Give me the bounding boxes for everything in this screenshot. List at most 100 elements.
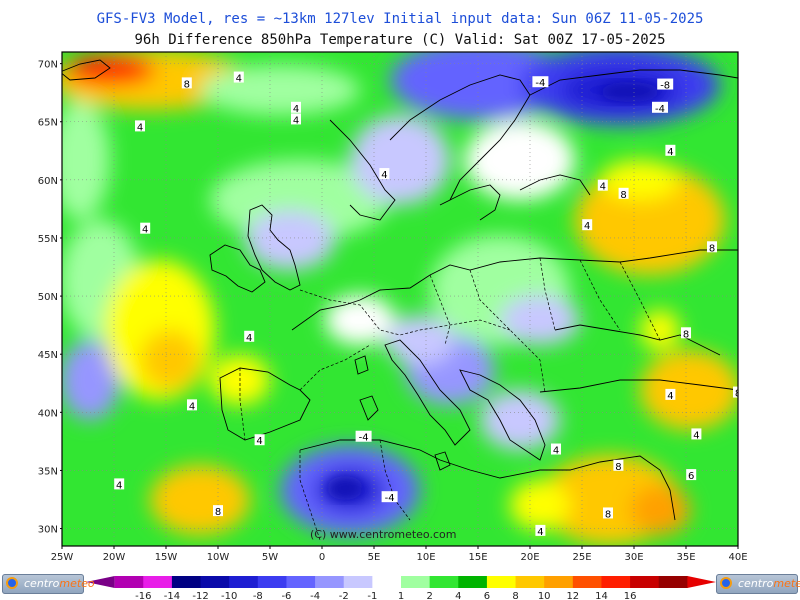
logo-icon xyxy=(6,577,18,589)
contour-label: 4 xyxy=(189,401,195,412)
contour-label-bg xyxy=(135,120,145,132)
lon-tick-label: 25E xyxy=(572,552,591,563)
contour-label: 4 xyxy=(293,104,299,115)
legend-swatch xyxy=(257,576,287,588)
legend-label: 10 xyxy=(538,591,551,600)
legend-label: 2 xyxy=(426,591,432,600)
legend-swatch xyxy=(544,576,574,588)
lat-tick-label: 30N xyxy=(38,525,58,536)
centrometeo-logo-left: centrometeo xyxy=(2,574,95,594)
legend-swatch xyxy=(229,576,259,588)
contour-label-bg xyxy=(603,507,613,519)
legend-swatch xyxy=(515,576,545,588)
legend-swatch xyxy=(572,576,602,588)
legend-swatch xyxy=(458,576,488,588)
contour-label-bg xyxy=(582,219,593,231)
lon-tick-label: 0 xyxy=(319,552,325,563)
map-frame xyxy=(61,51,739,547)
logo-text-left: centrometeo xyxy=(24,577,95,590)
legend-label: -2 xyxy=(339,591,349,600)
field-blobs xyxy=(62,52,738,545)
lat-tick-label: 45N xyxy=(38,350,58,361)
legend-label: -4 xyxy=(310,591,320,600)
contour-label-bg xyxy=(665,388,676,400)
contour-label: 4 xyxy=(142,225,148,236)
legend-label: 14 xyxy=(595,591,608,600)
contour-label: 4 xyxy=(381,170,387,181)
contour-label: 4 xyxy=(537,527,543,538)
legend-swatch xyxy=(286,576,316,588)
contour-label-bg xyxy=(657,78,674,90)
contour-label: 4 xyxy=(246,333,252,344)
contour-label: 4 xyxy=(667,147,673,158)
legend-swatch xyxy=(343,576,373,588)
lon-tick-label: 40E xyxy=(728,552,747,563)
contour-label: 8 xyxy=(184,79,190,90)
contour-label-bg xyxy=(652,101,668,113)
lat-tick-label: 40N xyxy=(38,408,58,419)
legend-label: -8 xyxy=(253,591,263,600)
lon-tick-label: 20W xyxy=(103,552,126,563)
lat-tick-label: 55N xyxy=(38,234,58,245)
legend-swatch-low-arrow xyxy=(86,576,115,588)
lat-tick-label: 70N xyxy=(38,60,58,71)
legend-label: 1 xyxy=(398,591,404,600)
contour-label-bg xyxy=(291,101,301,113)
lon-tick-label: 10E xyxy=(416,552,435,563)
contour-label-bg xyxy=(733,386,738,398)
contour-label-bg xyxy=(597,179,608,191)
lon-tick-label: 5E xyxy=(368,552,381,563)
model-info-title: GFS-FV3 Model, res = ~13km 127lev Initia… xyxy=(96,11,704,27)
contour-label: 8 xyxy=(683,329,689,340)
contour-label-bg xyxy=(213,505,223,517)
country-borders xyxy=(239,257,661,541)
contour-label-bg xyxy=(686,469,697,481)
contour-label-bg xyxy=(691,428,702,440)
contour-label-bg xyxy=(254,434,265,446)
lon-tick-label: 15W xyxy=(155,552,178,563)
contour-label-bg xyxy=(381,491,398,503)
legend-label: -10 xyxy=(221,591,237,600)
lon-tick-label: 25W xyxy=(51,552,74,563)
contour-label-bg xyxy=(114,478,125,490)
lat-tick-label: 50N xyxy=(38,292,58,303)
legend-swatch xyxy=(372,576,402,588)
contour-label-bg xyxy=(535,524,546,536)
contour-label: 8 xyxy=(615,462,621,473)
contour-label-bg xyxy=(618,187,629,199)
contour-label-bg xyxy=(140,222,151,234)
longitude-axis: 25W 20W 15W 10W 5W 0 5E 10E 15E 20E 25E 30E 35E 40E xyxy=(51,546,748,563)
color-legend: -16 -14 -12 -10 -8 -6 -4 -2 -1 1 2 4 6 8 10 12 14 16 xyxy=(86,576,716,600)
contour-label: 4 xyxy=(256,436,262,447)
watermark: (C) www.centrometeo.com xyxy=(310,528,456,541)
contour-label-bg xyxy=(233,71,244,83)
contour-label: 4 xyxy=(553,446,559,457)
contour-label-bg xyxy=(532,76,549,88)
contour-label: 8 xyxy=(620,190,626,201)
contour-label: 4 xyxy=(584,221,590,232)
lat-tick-label: 65N xyxy=(38,118,58,129)
contour-label: 4 xyxy=(293,115,299,126)
lon-tick-label: 20E xyxy=(520,552,539,563)
lon-tick-label: 10W xyxy=(207,552,230,563)
legend-label: 8 xyxy=(512,591,518,600)
contour-label: 4 xyxy=(137,122,143,133)
contour-label-bg xyxy=(665,144,676,156)
legend-swatch xyxy=(171,576,202,588)
lon-tick-label: 30E xyxy=(624,552,643,563)
lon-tick-label: 5W xyxy=(262,552,278,563)
legend-swatch xyxy=(114,576,144,588)
legend-label: -14 xyxy=(164,591,180,600)
contour-label: 4 xyxy=(667,391,673,402)
legend-swatch xyxy=(630,576,660,588)
contour-label: 8 xyxy=(605,509,611,520)
lon-tick-label: 15E xyxy=(468,552,487,563)
contour-label-bg xyxy=(244,330,255,342)
legend-swatch xyxy=(658,576,688,588)
contour-label: 8 xyxy=(735,389,741,400)
lat-tick-label: 35N xyxy=(38,466,58,477)
latitude-axis: 70N 65N 60N 55N 50N 45N 40N 35N 30N xyxy=(38,60,62,536)
centrometeo-logo-right: centrometeo xyxy=(716,574,800,594)
legend-label: 6 xyxy=(484,591,490,600)
